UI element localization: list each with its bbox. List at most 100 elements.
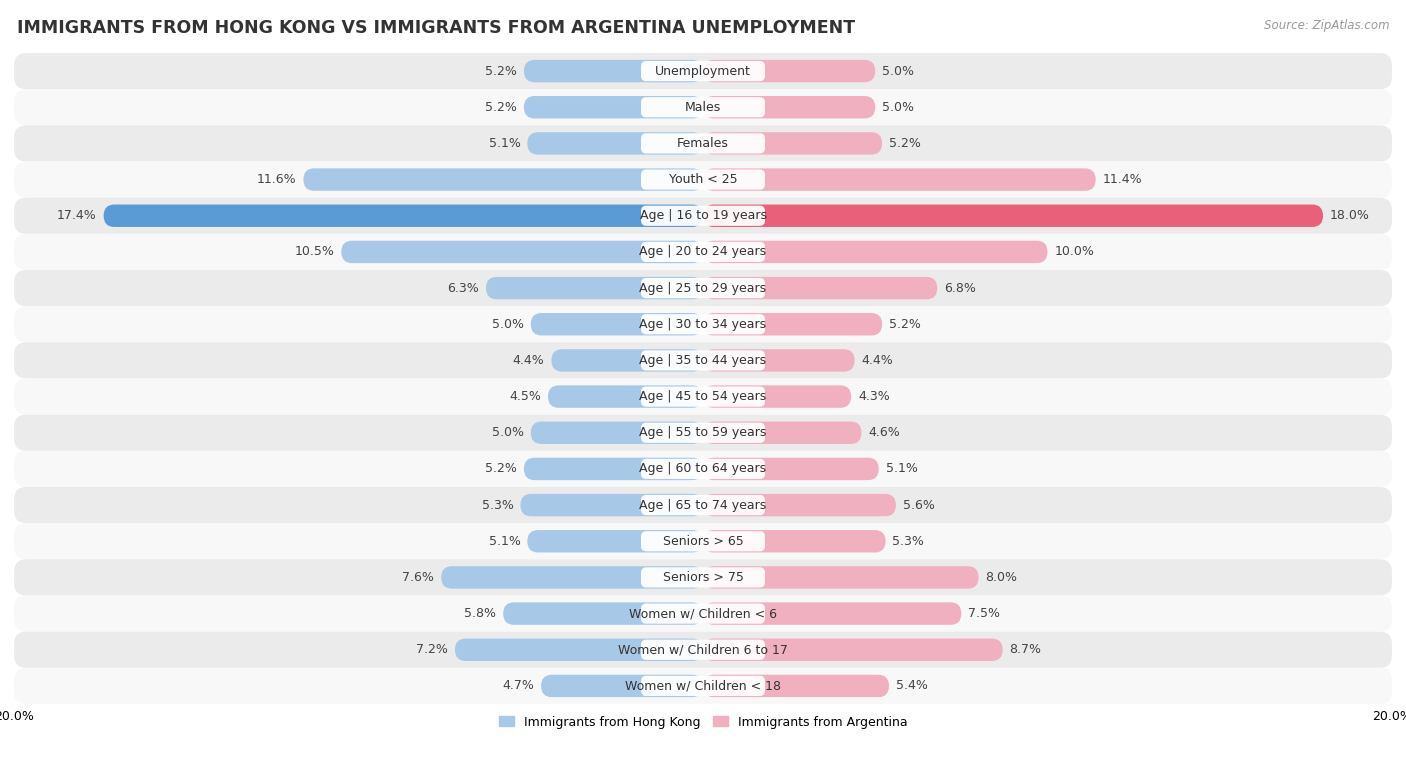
FancyBboxPatch shape [531,313,703,335]
Text: 5.2%: 5.2% [889,137,921,150]
FancyBboxPatch shape [14,415,1392,451]
Text: Women w/ Children 6 to 17: Women w/ Children 6 to 17 [619,643,787,656]
FancyBboxPatch shape [703,674,889,697]
FancyBboxPatch shape [304,168,703,191]
FancyBboxPatch shape [14,342,1392,378]
FancyBboxPatch shape [14,596,1392,631]
FancyBboxPatch shape [641,676,765,696]
FancyBboxPatch shape [703,566,979,589]
FancyBboxPatch shape [524,60,703,83]
FancyBboxPatch shape [541,674,703,697]
Text: 11.6%: 11.6% [257,173,297,186]
Text: IMMIGRANTS FROM HONG KONG VS IMMIGRANTS FROM ARGENTINA UNEMPLOYMENT: IMMIGRANTS FROM HONG KONG VS IMMIGRANTS … [17,19,855,37]
FancyBboxPatch shape [520,494,703,516]
FancyBboxPatch shape [14,451,1392,487]
Text: 6.3%: 6.3% [447,282,479,294]
Text: 4.4%: 4.4% [513,354,544,367]
Text: 5.4%: 5.4% [896,680,928,693]
Text: 5.0%: 5.0% [492,318,524,331]
Text: Youth < 25: Youth < 25 [669,173,737,186]
Text: 4.5%: 4.5% [509,390,541,403]
Text: 5.1%: 5.1% [488,137,520,150]
FancyBboxPatch shape [703,60,875,83]
FancyBboxPatch shape [641,350,765,370]
FancyBboxPatch shape [703,132,882,154]
Text: 5.2%: 5.2% [485,463,517,475]
Legend: Immigrants from Hong Kong, Immigrants from Argentina: Immigrants from Hong Kong, Immigrants fr… [494,711,912,734]
FancyBboxPatch shape [14,559,1392,596]
Text: Unemployment: Unemployment [655,64,751,77]
FancyBboxPatch shape [703,96,875,118]
Text: 5.3%: 5.3% [893,534,924,548]
Text: 6.8%: 6.8% [945,282,976,294]
FancyBboxPatch shape [441,566,703,589]
Text: Seniors > 65: Seniors > 65 [662,534,744,548]
FancyBboxPatch shape [641,603,765,624]
FancyBboxPatch shape [527,132,703,154]
Text: Source: ZipAtlas.com: Source: ZipAtlas.com [1264,19,1389,32]
FancyBboxPatch shape [641,241,765,262]
FancyBboxPatch shape [703,385,851,408]
Text: 7.2%: 7.2% [416,643,449,656]
Text: 10.0%: 10.0% [1054,245,1094,258]
FancyBboxPatch shape [14,198,1392,234]
FancyBboxPatch shape [703,313,882,335]
FancyBboxPatch shape [703,458,879,480]
Text: 5.0%: 5.0% [492,426,524,439]
FancyBboxPatch shape [641,61,765,81]
Text: 8.7%: 8.7% [1010,643,1042,656]
Text: Age | 55 to 59 years: Age | 55 to 59 years [640,426,766,439]
FancyBboxPatch shape [641,278,765,298]
FancyBboxPatch shape [703,168,1095,191]
Text: Females: Females [678,137,728,150]
FancyBboxPatch shape [641,206,765,226]
FancyBboxPatch shape [641,422,765,443]
FancyBboxPatch shape [641,97,765,117]
FancyBboxPatch shape [703,530,886,553]
Text: Age | 35 to 44 years: Age | 35 to 44 years [640,354,766,367]
FancyBboxPatch shape [641,640,765,660]
Text: 18.0%: 18.0% [1330,209,1369,223]
Text: Males: Males [685,101,721,114]
FancyBboxPatch shape [14,53,1392,89]
Text: 4.4%: 4.4% [862,354,893,367]
FancyBboxPatch shape [641,387,765,407]
FancyBboxPatch shape [641,170,765,190]
Text: 5.0%: 5.0% [882,101,914,114]
FancyBboxPatch shape [531,422,703,444]
FancyBboxPatch shape [14,270,1392,306]
Text: Age | 30 to 34 years: Age | 30 to 34 years [640,318,766,331]
FancyBboxPatch shape [703,639,1002,661]
FancyBboxPatch shape [14,668,1392,704]
Text: 4.7%: 4.7% [502,680,534,693]
FancyBboxPatch shape [703,241,1047,263]
FancyBboxPatch shape [524,96,703,118]
FancyBboxPatch shape [14,161,1392,198]
Text: 5.1%: 5.1% [488,534,520,548]
FancyBboxPatch shape [14,487,1392,523]
Text: Age | 20 to 24 years: Age | 20 to 24 years [640,245,766,258]
Text: 5.3%: 5.3% [482,499,513,512]
Text: 5.6%: 5.6% [903,499,935,512]
Text: 5.2%: 5.2% [889,318,921,331]
FancyBboxPatch shape [641,567,765,587]
FancyBboxPatch shape [14,523,1392,559]
FancyBboxPatch shape [703,494,896,516]
FancyBboxPatch shape [342,241,703,263]
FancyBboxPatch shape [641,495,765,516]
FancyBboxPatch shape [703,277,938,299]
Text: Age | 65 to 74 years: Age | 65 to 74 years [640,499,766,512]
FancyBboxPatch shape [703,349,855,372]
Text: 4.3%: 4.3% [858,390,890,403]
FancyBboxPatch shape [14,234,1392,270]
FancyBboxPatch shape [641,459,765,479]
FancyBboxPatch shape [14,306,1392,342]
FancyBboxPatch shape [503,603,703,625]
FancyBboxPatch shape [641,314,765,335]
Text: 7.6%: 7.6% [402,571,434,584]
Text: 5.8%: 5.8% [464,607,496,620]
FancyBboxPatch shape [104,204,703,227]
FancyBboxPatch shape [703,204,1323,227]
FancyBboxPatch shape [551,349,703,372]
Text: 7.5%: 7.5% [969,607,1000,620]
